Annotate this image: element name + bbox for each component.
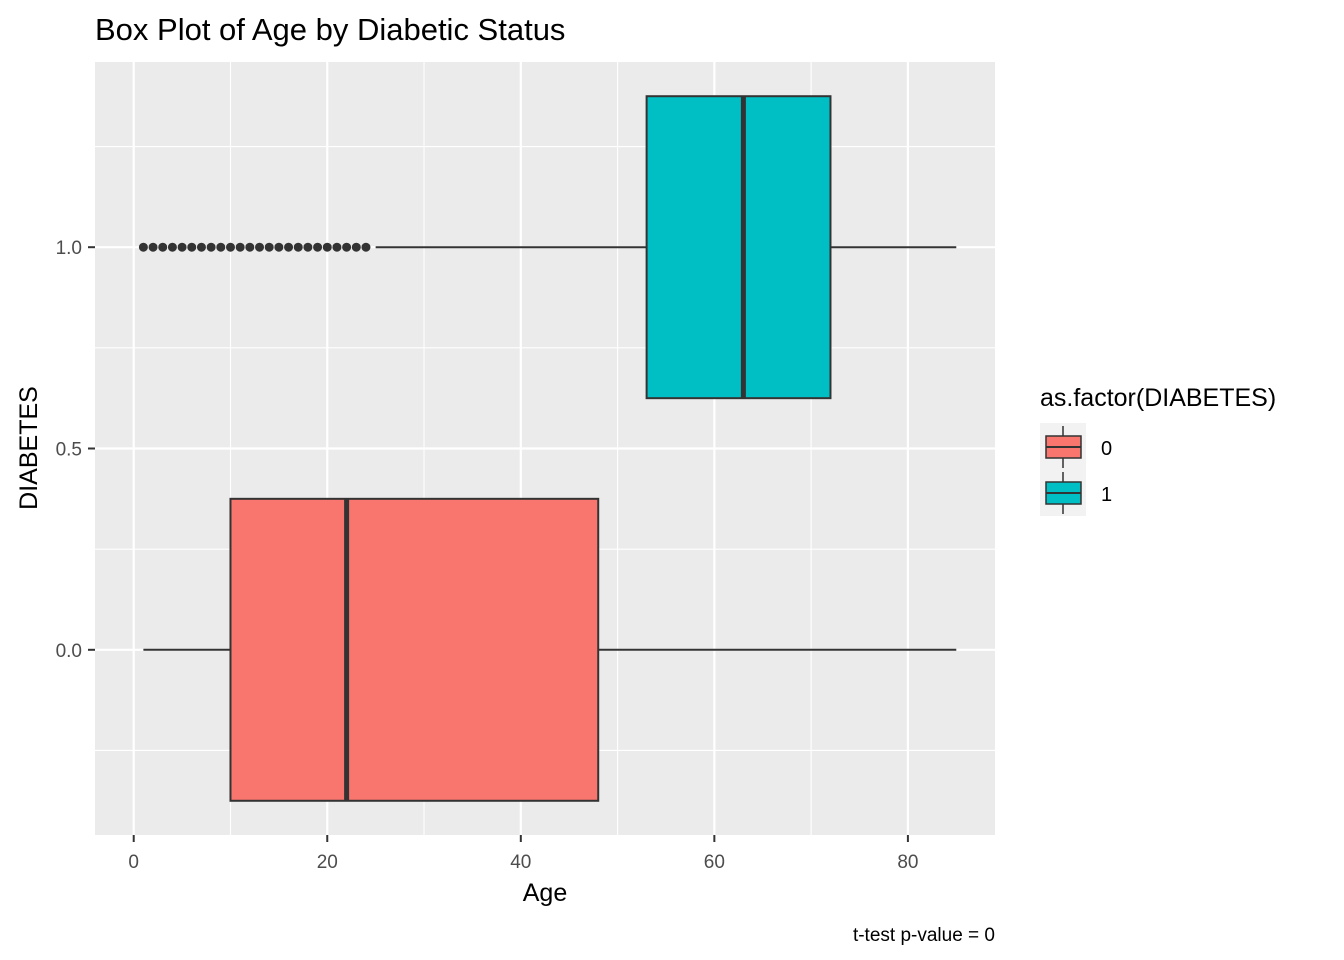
- box-iqr: [645, 95, 832, 400]
- box-group-1: [138, 95, 957, 400]
- x-tick-label: 0: [128, 852, 139, 873]
- legend-label: 1: [1101, 484, 1112, 506]
- legend-title: as.factor(DIABETES): [1040, 384, 1276, 412]
- box-group-0: [143, 497, 957, 802]
- outlier-point: [313, 242, 323, 252]
- chart-caption: t-test p-value = 0: [853, 925, 995, 946]
- outlier-point: [235, 242, 245, 252]
- y-tick-label: 0.5: [56, 440, 82, 461]
- y-axis-ticks: 0.0 0.5 1.0: [56, 238, 95, 662]
- outlier-point: [274, 242, 284, 252]
- outlier-point: [206, 242, 216, 252]
- outlier-point: [322, 242, 332, 252]
- box-series: [138, 95, 957, 802]
- y-axis-title: DIABETES: [15, 386, 43, 510]
- x-axis-ticks: 0 20 40 60 80: [128, 835, 918, 873]
- outlier-point: [245, 242, 255, 252]
- outlier-point: [351, 242, 361, 252]
- x-tick-label: 60: [704, 852, 725, 873]
- legend-label: 0: [1101, 438, 1112, 460]
- outlier-point: [177, 242, 187, 252]
- outlier-point: [361, 242, 371, 252]
- outlier-point: [284, 242, 294, 252]
- x-axis-title: Age: [523, 879, 567, 907]
- legend-entry-0: 0: [1045, 426, 1112, 468]
- legend-entry-1: 1: [1045, 472, 1112, 514]
- legend-entries: 01: [1045, 426, 1112, 514]
- outlier-point: [342, 242, 352, 252]
- outlier-point: [187, 242, 197, 252]
- outlier-point: [332, 242, 342, 252]
- outlier-point: [216, 242, 226, 252]
- x-tick-label: 20: [317, 852, 338, 873]
- outlier-point: [303, 242, 313, 252]
- outlier-point: [225, 242, 235, 252]
- outlier-point: [196, 242, 206, 252]
- outlier-point: [158, 242, 168, 252]
- box-iqr: [229, 497, 600, 802]
- chart-title: Box Plot of Age by Diabetic Status: [95, 12, 565, 47]
- outlier-point: [293, 242, 303, 252]
- x-tick-label: 40: [510, 852, 531, 873]
- y-tick-label: 1.0: [56, 238, 82, 259]
- outlier-point: [138, 242, 148, 252]
- outlier-point: [264, 242, 274, 252]
- x-tick-label: 80: [897, 852, 918, 873]
- y-tick-label: 0.0: [56, 641, 82, 662]
- legend: as.factor(DIABETES) 01: [1040, 384, 1276, 516]
- outlier-point: [255, 242, 265, 252]
- outlier-point: [167, 242, 177, 252]
- outlier-point: [148, 242, 158, 252]
